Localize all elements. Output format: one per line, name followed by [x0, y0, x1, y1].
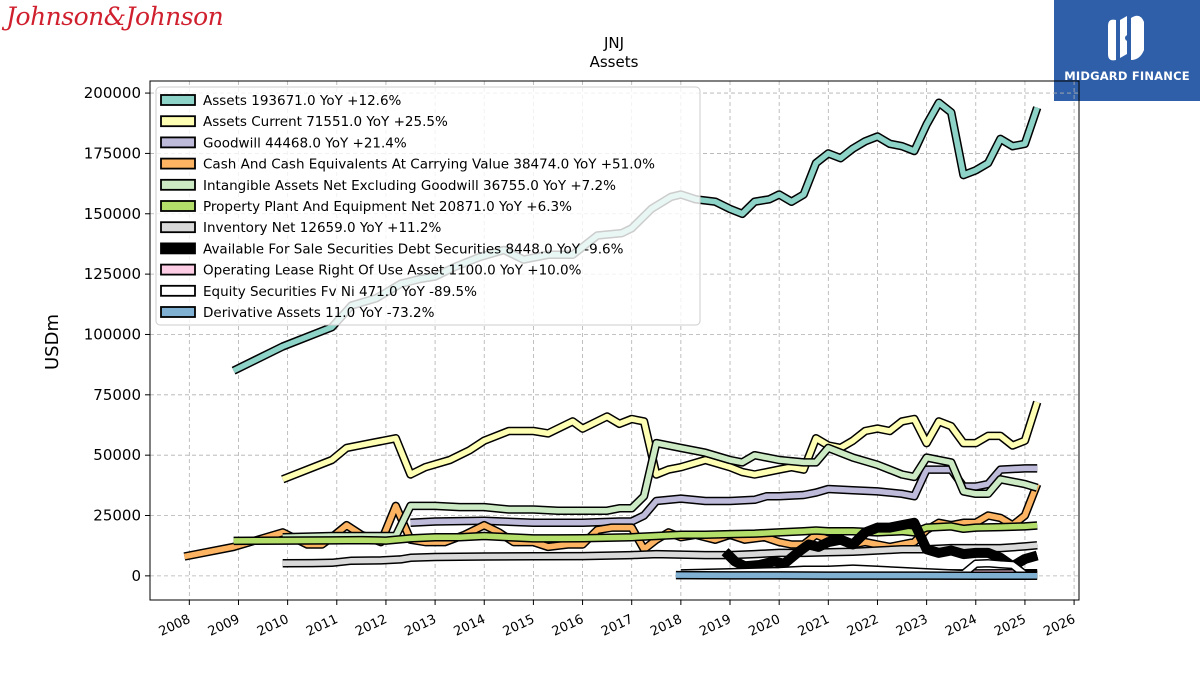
legend-label: Assets Current 71551.0 YoY +25.5% [203, 114, 448, 130]
legend-label: Available For Sale Securities Debt Secur… [203, 241, 624, 257]
series-stroke [675, 572, 1038, 579]
legend-label: Operating Lease Right Of Use Asset 1100.… [203, 263, 582, 279]
legend-swatch [160, 221, 196, 234]
legend-swatch [160, 157, 196, 170]
series-stroke [722, 519, 1039, 570]
x-tick-label: 2014 [452, 612, 488, 640]
series-line-5 [233, 521, 1038, 546]
series-line-1 [281, 400, 1042, 484]
legend-swatch [160, 200, 196, 212]
series-stroke [410, 465, 1038, 526]
y-axis-label: USDm [42, 314, 63, 370]
chart-subtitle: Assets [590, 53, 639, 71]
x-tick-label: 2025 [992, 612, 1028, 640]
y-tick-label: 25000 [93, 507, 141, 525]
legend-swatch [160, 178, 196, 191]
series-line-4 [282, 438, 1039, 542]
midgard-logo-icon [1108, 15, 1144, 61]
x-tick-label: 2009 [206, 612, 242, 640]
x-tick-label: 2016 [550, 612, 586, 640]
legend-swatch [160, 242, 196, 255]
legend-label: Property Plant And Equipment Net 20871.0… [203, 199, 572, 215]
johnson-johnson-logo: Johnson&Johnson [6, 2, 224, 31]
y-tick-label: 0 [131, 567, 141, 585]
legend-label: Inventory Net 12659.0 YoY +11.2% [203, 220, 441, 236]
legend-label: Equity Securities Fv Ni 471.0 YoY -89.5% [203, 284, 477, 300]
series-line-2 [410, 464, 1038, 528]
legend-label: Assets 193671.0 YoY +12.6% [203, 93, 402, 109]
legend: Assets 193671.0 YoY +12.6% Assets Current… [155, 86, 701, 326]
series-line-10 [675, 570, 1038, 581]
x-tick-label: 2024 [943, 612, 979, 640]
midgard-finance-badge: MIDGARD FINANCE [1054, 0, 1200, 101]
x-tick-label: 2013 [402, 612, 438, 640]
series-stroke [281, 401, 1040, 482]
midgard-finance-label: MIDGARD FINANCE [1064, 69, 1190, 83]
x-tick-label: 2015 [501, 612, 537, 640]
x-tick-label: 2020 [747, 612, 783, 640]
series-stroke [233, 522, 1038, 544]
legend-label: Intangible Assets Net Excluding Goodwill… [203, 178, 616, 194]
y-tick-label: 50000 [93, 446, 141, 464]
legend-label: Cash And Cash Equivalents At Carrying Va… [203, 157, 655, 173]
legend-swatch [160, 306, 196, 318]
series-line-7 [721, 517, 1039, 572]
legend-swatch [160, 94, 196, 106]
series-lines [183, 98, 1042, 581]
x-tick-label: 2008 [157, 612, 193, 640]
x-tick-label: 2012 [353, 612, 389, 640]
legend-label: Derivative Assets 11.0 YoY -73.2% [203, 305, 435, 321]
x-tick-label: 2026 [1041, 612, 1077, 640]
plot-frame [149, 80, 1080, 601]
x-tick-label: 2010 [255, 612, 291, 640]
x-tick-label: 2017 [599, 612, 635, 640]
legend-swatch [160, 284, 196, 297]
legend-box [155, 86, 701, 326]
y-tick-label: 100000 [84, 325, 141, 343]
x-tick-label: 2018 [648, 612, 684, 640]
legend-swatch [160, 136, 196, 149]
y-tick-label: 200000 [84, 84, 141, 102]
x-tick-label: 2023 [894, 612, 930, 640]
legend-swatch [160, 263, 196, 276]
y-tick-label: 125000 [84, 265, 141, 283]
x-tick-label: 2011 [304, 612, 340, 640]
x-tick-label: 2022 [845, 612, 881, 640]
y-tick-label: 75000 [93, 386, 141, 404]
legend-swatch [160, 115, 196, 128]
series-outline [410, 464, 1038, 528]
chart-title: JNJ [603, 34, 624, 52]
y-tick-label: 175000 [84, 144, 141, 162]
series-stroke [282, 440, 1038, 540]
x-tick-label: 2021 [796, 612, 832, 640]
y-tick-label: 150000 [84, 205, 141, 223]
x-tick-label: 2019 [697, 612, 733, 640]
legend-label: Goodwill 44468.0 YoY +21.4% [203, 135, 407, 151]
